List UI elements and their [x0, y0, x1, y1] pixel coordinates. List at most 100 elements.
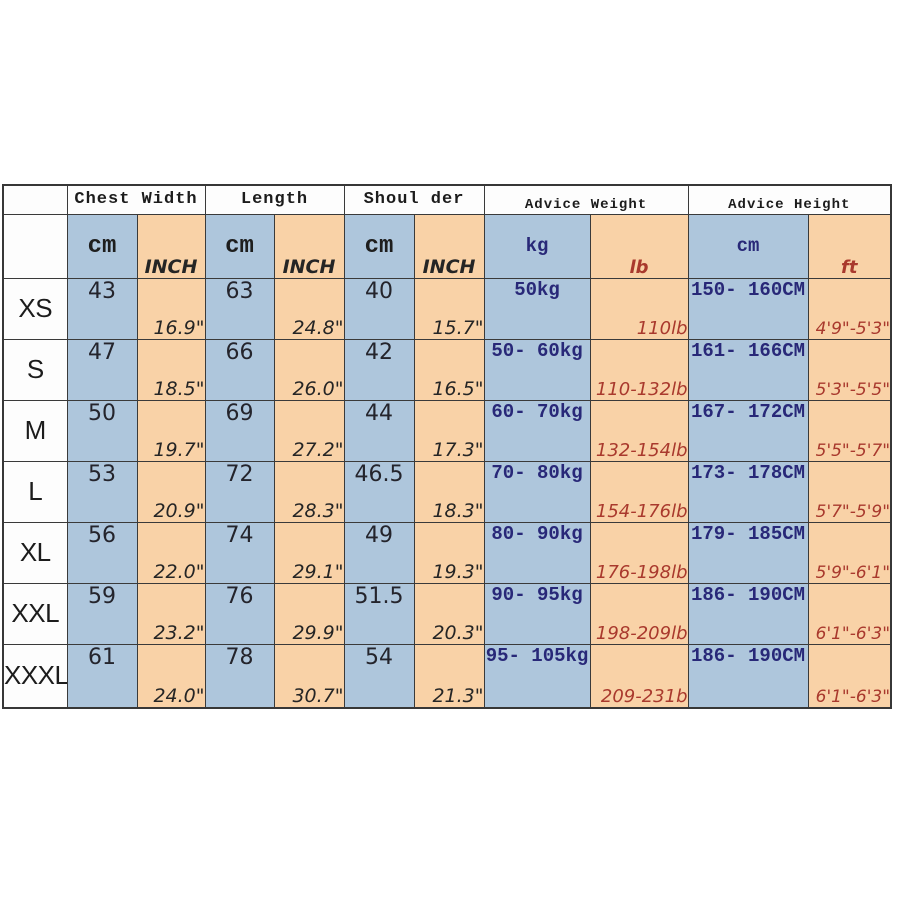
unit-length-inch: INCH — [273, 213, 345, 279]
weight-lb-cell: 132-154lb — [589, 399, 689, 462]
chest-cm-cell: 59 — [66, 582, 138, 645]
group-header-advice-weight: Advice Weight — [483, 184, 689, 215]
unit-shoulder-inch: INCH — [413, 213, 485, 279]
shoulder-inch-cell: 19.3" — [413, 521, 485, 584]
length-cm-cell: 69 — [204, 399, 275, 462]
length-cm-cell: 66 — [204, 338, 275, 401]
shoulder-inch-cell: 15.7" — [413, 277, 485, 340]
chest-inch-cell: 20.9" — [136, 460, 206, 523]
height-cm-cell: 186- 190CM — [687, 643, 809, 709]
height-ft-cell: 5'7"-5'9" — [807, 460, 892, 523]
unit-height-ft: ft — [807, 213, 892, 279]
shoulder-cm-cell: 40 — [343, 277, 415, 340]
shoulder-cm-cell: 49 — [343, 521, 415, 584]
chest-inch-cell: 18.5" — [136, 338, 206, 401]
row-label: L — [2, 460, 68, 523]
chest-cm-cell: 61 — [66, 643, 138, 709]
chest-inch-cell: 16.9" — [136, 277, 206, 340]
row-label: XL — [2, 521, 68, 584]
weight-kg-cell: 50kg — [483, 277, 591, 340]
length-inch-cell: 24.8" — [273, 277, 345, 340]
shoulder-inch-cell: 17.3" — [413, 399, 485, 462]
corner-cell — [2, 213, 68, 279]
unit-chest-inch: INCH — [136, 213, 206, 279]
shoulder-cm-cell: 42 — [343, 338, 415, 401]
shoulder-cm-cell: 51.5 — [343, 582, 415, 645]
weight-kg-cell: 90- 95kg — [483, 582, 591, 645]
chest-cm-cell: 43 — [66, 277, 138, 340]
chest-inch-cell: 19.7" — [136, 399, 206, 462]
corner-cell — [2, 184, 68, 215]
unit-shoulder-cm: cm — [343, 213, 415, 279]
unit-weight-lb: lb — [589, 213, 689, 279]
height-ft-cell: 5'3"-5'5" — [807, 338, 892, 401]
length-inch-cell: 27.2" — [273, 399, 345, 462]
chest-inch-cell: 22.0" — [136, 521, 206, 584]
row-label: XS — [2, 277, 68, 340]
height-cm-cell: 186- 190CM — [687, 582, 809, 645]
weight-lb-cell: 209-231b — [589, 643, 689, 709]
shoulder-cm-cell: 44 — [343, 399, 415, 462]
table-row: XL 56 22.0" 74 29.1" 49 19.3" 80- 90kg 1… — [2, 521, 892, 584]
table-row: XXXL 61 24.0" 78 30.7" 54 21.3" 95- 105k… — [2, 643, 892, 709]
weight-lb-cell: 110lb — [589, 277, 689, 340]
chest-inch-cell: 24.0" — [136, 643, 206, 709]
unit-weight-kg: kg — [483, 213, 591, 279]
size-chart-table: Chest Width Length Shoul der Advice Weig… — [2, 184, 893, 709]
table-row: S 47 18.5" 66 26.0" 42 16.5" 50- 60kg 11… — [2, 338, 892, 401]
height-ft-cell: 6'1"-6'3" — [807, 643, 892, 709]
weight-kg-cell: 60- 70kg — [483, 399, 591, 462]
shoulder-cm-cell: 46.5 — [343, 460, 415, 523]
weight-lb-cell: 110-132lb — [589, 338, 689, 401]
row-label: XXL — [2, 582, 68, 645]
table-row: XXL 59 23.2" 76 29.9" 51.5 20.3" 90- 95k… — [2, 582, 892, 645]
height-ft-cell: 5'5"-5'7" — [807, 399, 892, 462]
unit-length-cm: cm — [204, 213, 275, 279]
length-cm-cell: 78 — [204, 643, 275, 709]
height-ft-cell: 4'9"-5'3" — [807, 277, 892, 340]
height-cm-cell: 173- 178CM — [687, 460, 809, 523]
group-header-row: Chest Width Length Shoul der Advice Weig… — [2, 184, 892, 215]
height-ft-cell: 5'9"-6'1" — [807, 521, 892, 584]
length-cm-cell: 63 — [204, 277, 275, 340]
group-header-chest-width: Chest Width — [66, 184, 206, 215]
weight-kg-cell: 80- 90kg — [483, 521, 591, 584]
shoulder-inch-cell: 21.3" — [413, 643, 485, 709]
length-inch-cell: 30.7" — [273, 643, 345, 709]
weight-lb-cell: 176-198lb — [589, 521, 689, 584]
shoulder-inch-cell: 16.5" — [413, 338, 485, 401]
length-cm-cell: 76 — [204, 582, 275, 645]
chest-cm-cell: 47 — [66, 338, 138, 401]
weight-lb-cell: 198-209lb — [589, 582, 689, 645]
unit-chest-cm: cm — [66, 213, 138, 279]
length-inch-cell: 28.3" — [273, 460, 345, 523]
row-label: M — [2, 399, 68, 462]
height-cm-cell: 179- 185CM — [687, 521, 809, 584]
shoulder-cm-cell: 54 — [343, 643, 415, 709]
weight-lb-cell: 154-176lb — [589, 460, 689, 523]
height-cm-cell: 167- 172CM — [687, 399, 809, 462]
length-inch-cell: 26.0" — [273, 338, 345, 401]
table-row: L 53 20.9" 72 28.3" 46.5 18.3" 70- 80kg … — [2, 460, 892, 523]
shoulder-inch-cell: 18.3" — [413, 460, 485, 523]
chest-inch-cell: 23.2" — [136, 582, 206, 645]
chest-cm-cell: 56 — [66, 521, 138, 584]
length-inch-cell: 29.1" — [273, 521, 345, 584]
length-cm-cell: 72 — [204, 460, 275, 523]
chest-cm-cell: 53 — [66, 460, 138, 523]
group-header-shoulder: Shoul der — [343, 184, 485, 215]
table-row: M 50 19.7" 69 27.2" 44 17.3" 60- 70kg 13… — [2, 399, 892, 462]
group-header-advice-height: Advice Height — [687, 184, 892, 215]
group-header-length: Length — [204, 184, 345, 215]
chest-cm-cell: 50 — [66, 399, 138, 462]
shoulder-inch-cell: 20.3" — [413, 582, 485, 645]
height-ft-cell: 6'1"-6'3" — [807, 582, 892, 645]
weight-kg-cell: 70- 80kg — [483, 460, 591, 523]
unit-header-row: cm INCH cm INCH cm INCH kg lb cm ft — [2, 213, 892, 279]
weight-kg-cell: 95- 105kg — [483, 643, 591, 709]
height-cm-cell: 161- 166CM — [687, 338, 809, 401]
row-label: S — [2, 338, 68, 401]
length-inch-cell: 29.9" — [273, 582, 345, 645]
length-cm-cell: 74 — [204, 521, 275, 584]
